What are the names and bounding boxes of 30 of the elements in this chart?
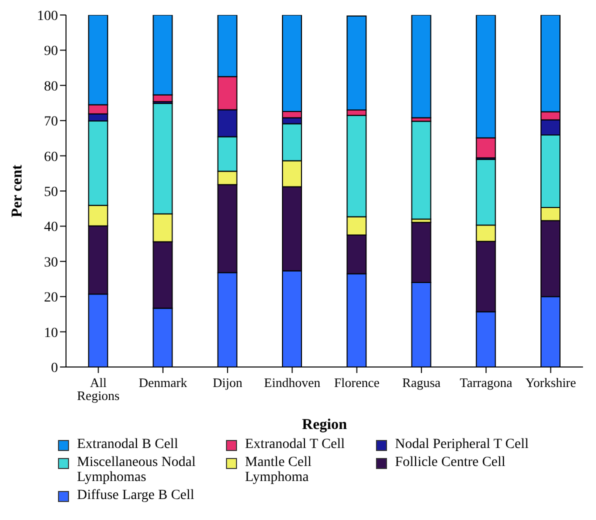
x-tick-label: Tarragona — [460, 375, 513, 390]
y-tick-label: 40 — [44, 220, 58, 236]
y-tick-label: 70 — [44, 114, 58, 130]
legend-label: Miscellaneous Nodal Lymphomas — [77, 455, 197, 485]
legend-label: Extranodal B Cell — [77, 437, 178, 452]
y-tick-label: 100 — [37, 8, 58, 24]
y-tick-label: 20 — [44, 290, 58, 306]
y-axis-title: Per cent — [9, 164, 26, 218]
y-tick-label: 80 — [44, 79, 58, 94]
y-tick-label: 60 — [44, 150, 58, 165]
legend-label: Extranodal T Cell — [245, 437, 345, 452]
x-tick-label: Dijon — [212, 375, 243, 390]
x-axis-title: Region — [302, 417, 348, 433]
x-tick-label: Yorkshire — [525, 375, 576, 390]
x-tick-label: Florence — [334, 375, 380, 390]
y-tick-label: 30 — [44, 255, 58, 270]
x-tick-label: All Regions — [77, 375, 120, 403]
x-tick-label: Ragusa — [402, 375, 441, 390]
legend-label: Diffuse Large B Cell — [77, 488, 194, 503]
y-tick-label: 90 — [44, 44, 58, 60]
x-tick-label: Denmark — [138, 375, 188, 390]
legend-label: Nodal Peripheral T Cell — [395, 437, 529, 452]
x-tick-label: Eindhoven — [264, 375, 321, 390]
y-tick-label: 10 — [44, 326, 58, 341]
legend-label: Mantle Cell Lymphoma — [245, 455, 312, 485]
y-tick-label: 0 — [51, 360, 58, 376]
bar — [411, 15, 432, 118]
legend-label: Follicle Centre Cell — [395, 455, 506, 470]
bar — [411, 120, 432, 220]
y-tick-label: 50 — [44, 184, 58, 200]
